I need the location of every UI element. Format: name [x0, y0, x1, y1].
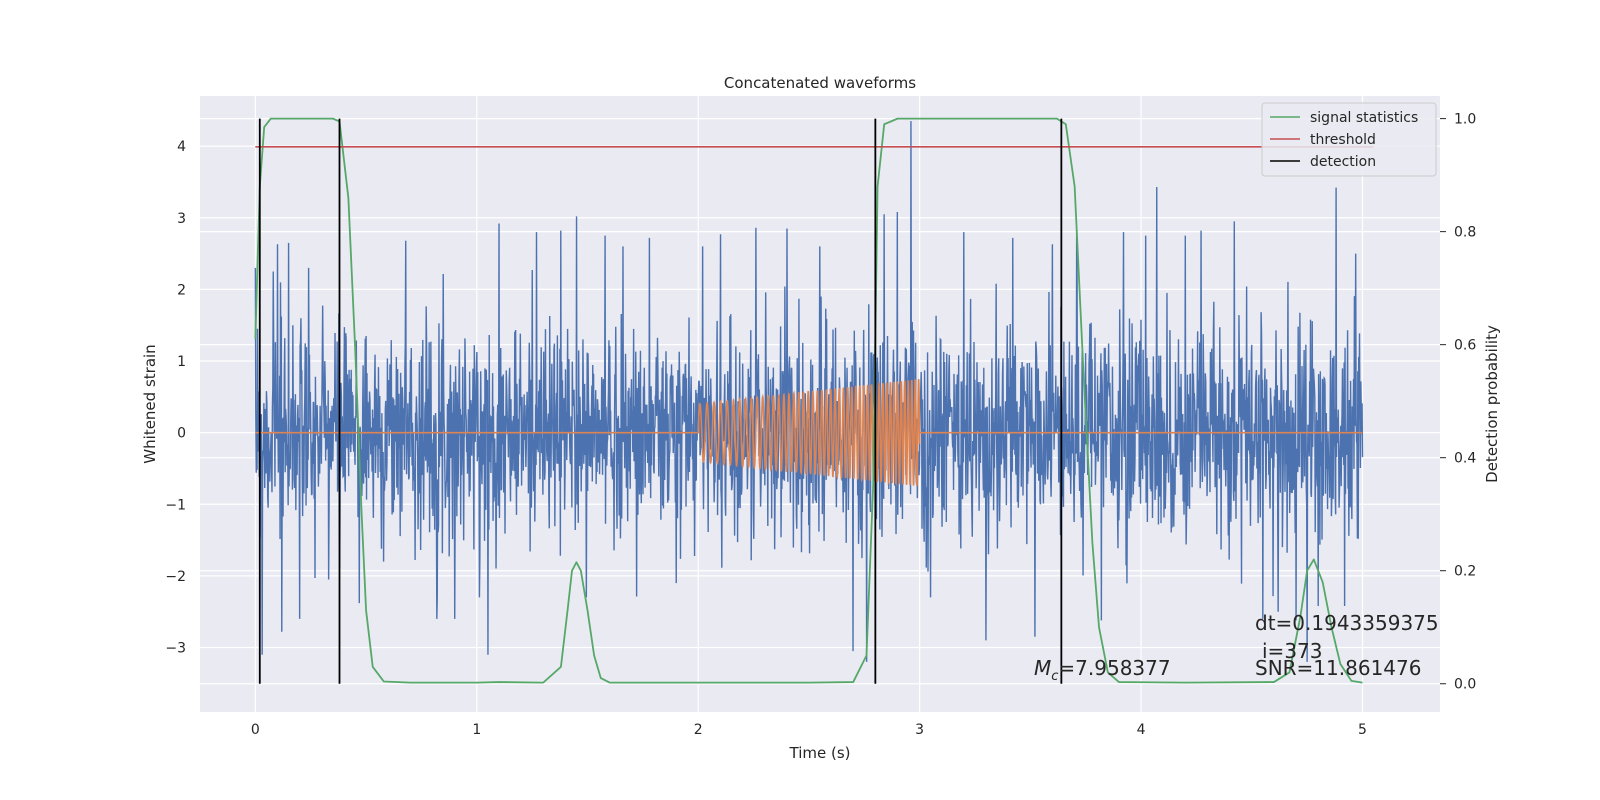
x-axis-label: Time (s) [789, 744, 851, 762]
x-tick-label: 2 [694, 722, 703, 738]
legend-box [1261, 102, 1437, 177]
y-axis-left-ticks: −3 −2 −1 0 1 2 3 4 [165, 139, 186, 656]
y-tick-label: 3 [177, 211, 186, 227]
y-right-tick-label: 0.0 [1454, 677, 1476, 693]
x-tick-label: 5 [1358, 722, 1367, 738]
x-tick-label: 4 [1137, 722, 1146, 738]
chart-title: Concatenated waveforms [724, 74, 916, 92]
x-axis-ticks: 0 1 2 3 4 5 [251, 722, 1367, 738]
whitened-strain-line [254, 121, 1364, 662]
annotation-mc-value: =7.958377 [1058, 656, 1170, 680]
annotation-mc-symbol: M [1034, 656, 1051, 680]
template-series [255, 379, 1363, 487]
annotation-snr: SNR=11.861476 [1255, 656, 1421, 680]
whitened-strain-series [254, 121, 1364, 662]
y-right-tick-label: 1.0 [1454, 112, 1476, 128]
x-tick-label: 1 [472, 722, 481, 738]
annotation-i: i=373 [1262, 639, 1323, 663]
x-tick-label: 0 [251, 722, 260, 738]
y-axis-left-label: Whitened strain [141, 344, 159, 463]
annotation-mc: Mc=7.958377 [1034, 656, 1171, 684]
legend: signal statistics threshold detection [1261, 102, 1437, 177]
y-right-tick-label: 0.6 [1454, 338, 1476, 354]
y-tick-label: −2 [165, 569, 186, 585]
y-axis-right-ticks: 0.0 0.2 0.4 0.6 0.8 1.0 [1440, 112, 1476, 693]
y-tick-label: 4 [177, 139, 186, 155]
y-right-tick-label: 0.4 [1454, 451, 1476, 467]
detection-series [258, 118, 1063, 684]
y-right-tick-label: 0.2 [1454, 564, 1476, 580]
y-tick-label: −3 [165, 641, 186, 657]
annotation-dt: dt=0.1943359375 [1255, 611, 1439, 635]
template-line [255, 379, 1363, 487]
y-axis-right-label: Detection probability [1483, 325, 1501, 483]
signal-statistics-series [254, 117, 1363, 684]
signal-statistics-line [254, 117, 1363, 684]
y-tick-label: 2 [177, 282, 186, 298]
y-right-tick-label: 0.8 [1454, 225, 1476, 241]
legend-label-detection: detection [1310, 154, 1376, 170]
y-tick-label: 1 [177, 354, 186, 370]
legend-label-signal-statistics: signal statistics [1310, 110, 1418, 126]
y-tick-label: −1 [165, 497, 186, 513]
x-tick-label: 3 [915, 722, 924, 738]
legend-label-threshold: threshold [1310, 132, 1376, 148]
y-tick-label: 0 [177, 426, 186, 442]
annotation-mc-subscript: c [1051, 669, 1058, 684]
